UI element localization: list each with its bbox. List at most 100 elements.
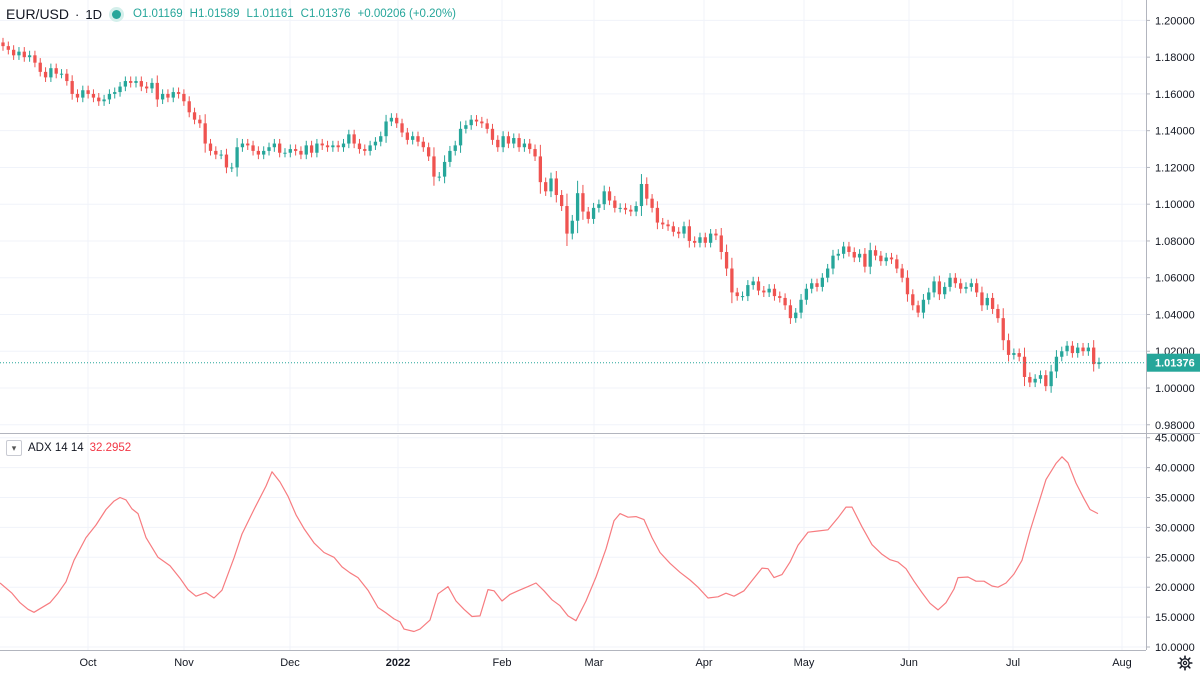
candle-body [687, 226, 691, 241]
time-tick-label: Dec [280, 657, 300, 669]
candle-body [666, 224, 670, 227]
candle-body [102, 99, 106, 102]
candle-body [735, 292, 739, 297]
candle-body [1081, 347, 1085, 352]
price-tick-label: 0.98000 [1155, 420, 1195, 432]
candle-body [75, 93, 80, 98]
candle-body [618, 207, 622, 209]
candle-body [1092, 347, 1096, 365]
candle-body [150, 82, 154, 89]
candle-body [22, 51, 26, 58]
candle-body [528, 143, 532, 150]
candle-body [1076, 347, 1080, 354]
last-price-badge [1147, 353, 1200, 372]
candle-body [235, 147, 239, 168]
candle-body [299, 150, 303, 155]
candle-body [501, 136, 505, 148]
candle-body [575, 193, 580, 221]
candle-body [639, 183, 644, 207]
candle-body [91, 93, 96, 98]
candle-body [368, 145, 372, 151]
candle-body [703, 237, 707, 243]
price-tick-label: 1.10000 [1155, 199, 1195, 211]
candle-body [852, 251, 856, 258]
adx-tick-label: 15.0000 [1155, 612, 1195, 624]
candle-body [256, 150, 261, 155]
gear-icon[interactable] [1176, 654, 1194, 672]
candle-body [379, 136, 383, 142]
candle-body [943, 286, 947, 295]
candle-body [426, 147, 431, 157]
candle-body [1049, 371, 1053, 387]
adx-indicator-name[interactable]: ADX 14 14 [28, 442, 84, 454]
candle-body [911, 294, 915, 306]
chevron-down-icon[interactable]: ▾ [6, 440, 22, 456]
candle-body [969, 283, 973, 287]
candle-body [469, 119, 473, 126]
candle-body [49, 68, 53, 78]
candle-body [118, 86, 122, 93]
adx-tick-label: 25.0000 [1155, 552, 1195, 564]
candle-body [293, 149, 298, 151]
candle-body [283, 152, 287, 154]
candle-body [485, 123, 489, 129]
adx-tick-label: 10.0000 [1155, 642, 1195, 654]
candle-body [804, 288, 809, 300]
candle-body [708, 233, 713, 243]
candle-body [538, 156, 543, 183]
candle-body [373, 141, 378, 146]
candle-body [113, 92, 117, 94]
time-tick-label: Aug [1112, 657, 1132, 669]
candle-body [17, 51, 21, 56]
candle-body [905, 277, 910, 295]
candle-body [948, 277, 952, 287]
candle-body [836, 253, 840, 256]
candle-body [650, 198, 654, 208]
candle-body [517, 138, 521, 148]
candle-body [81, 90, 85, 98]
candle-body [985, 297, 989, 306]
candle-body [554, 178, 558, 196]
candle-body [506, 136, 511, 144]
candle-body [251, 145, 255, 151]
price-tick-label: 1.12000 [1155, 162, 1195, 174]
candle-body [762, 290, 766, 293]
candle-body [38, 62, 42, 72]
candle-body [70, 81, 74, 94]
candle-body [182, 93, 186, 102]
candle-body [868, 250, 872, 267]
candle-body [1060, 351, 1064, 357]
candle-body [384, 121, 388, 137]
candle-body [97, 97, 101, 102]
candle-body [1044, 375, 1048, 387]
adx-pane [0, 456, 1099, 633]
candle-body [43, 71, 48, 78]
candle-body [565, 206, 569, 234]
symbol-label[interactable]: EUR/USD [6, 6, 70, 22]
separator: · [75, 6, 80, 22]
change-value: +0.00206 (+0.20%) [357, 8, 456, 20]
candle-body [262, 150, 266, 155]
adx-tick-label: 40.0000 [1155, 463, 1195, 475]
candle-body [171, 92, 175, 98]
price-tick-label: 1.06000 [1155, 273, 1195, 285]
candle-body [953, 277, 957, 284]
candle-body [278, 143, 282, 153]
candle-body [123, 81, 128, 87]
timeframe-label[interactable]: 1D [85, 6, 102, 22]
candle-body [134, 81, 138, 83]
candle-body [1012, 353, 1016, 355]
price-tick-label: 1.20000 [1155, 15, 1195, 27]
candle-body [932, 281, 936, 293]
candle-body [198, 119, 202, 124]
candle-body [6, 46, 10, 50]
candle-body [166, 93, 170, 98]
candle-body [634, 206, 638, 212]
candle-body [1033, 378, 1037, 383]
candle-body [863, 253, 867, 267]
candle-body [751, 281, 755, 286]
candle-body [54, 68, 58, 74]
candle-body [549, 178, 553, 192]
